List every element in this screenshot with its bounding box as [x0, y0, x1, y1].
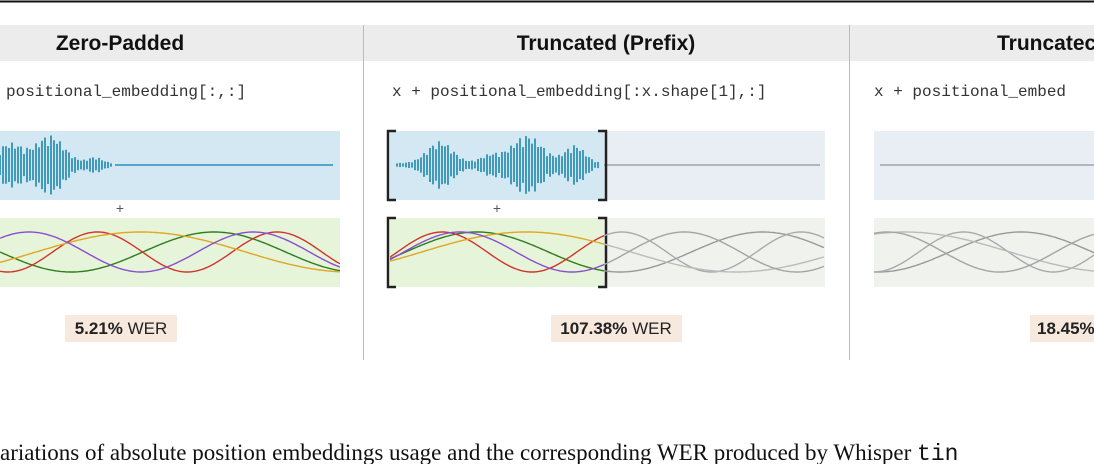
caption-text: ariations of absolute position embedding…	[0, 440, 917, 464]
wer-value: 18.45%	[1037, 319, 1094, 338]
embedding-curve	[0, 231, 340, 273]
embedding-box	[0, 218, 340, 287]
embedding-box	[874, 218, 1094, 287]
embedding-curve	[390, 231, 604, 272]
wer-label: 107.38% WER	[560, 319, 672, 338]
wer-value: 107.38%	[560, 319, 627, 338]
embedding-curve	[604, 231, 825, 273]
waveform	[0, 135, 112, 195]
wer-box	[65, 315, 177, 342]
bracket	[386, 216, 608, 289]
embedding-curve	[0, 231, 340, 273]
plus: +	[116, 200, 124, 216]
code: positional_embedding[:,:]	[6, 83, 246, 101]
wer-unit: WER	[128, 319, 168, 338]
decorations	[0, 135, 1094, 273]
wer-label: 5.21% WER	[75, 319, 168, 338]
caption-code: tin	[917, 441, 958, 464]
embedding-curve	[0, 231, 340, 273]
embedding-box-active	[390, 218, 604, 287]
embedding-curve	[390, 231, 604, 262]
header-bar	[0, 25, 1094, 61]
panel-title: Truncated (Prefix)	[517, 32, 696, 55]
caption: ariations of absolute position embedding…	[0, 440, 958, 464]
panel-title: Truncatec	[997, 32, 1094, 55]
embedding-curve	[874, 231, 1094, 273]
wer-box	[551, 315, 682, 342]
wer-box	[1030, 315, 1094, 342]
embedding-curve	[874, 231, 1094, 272]
wer-value: 5.21%	[75, 319, 123, 338]
panel-title: Zero-Padded	[56, 32, 184, 55]
waveform	[396, 136, 599, 194]
wer-unit: WER	[632, 319, 672, 338]
embedding-curve	[604, 231, 825, 273]
embedding-curve	[874, 231, 1094, 273]
embedding-curve	[390, 231, 604, 273]
audio-box-active	[390, 131, 604, 200]
bracket	[386, 129, 608, 202]
embedding-curve	[0, 231, 340, 273]
embedding-curve	[604, 231, 825, 273]
embedding-curve	[390, 231, 604, 273]
code: x + positional_embed	[874, 83, 1066, 101]
plus: +	[493, 200, 501, 216]
embedding-curve	[604, 243, 825, 273]
code: x + positional_embedding[:x.shape[1],:]	[392, 83, 766, 101]
embedding-curve	[874, 231, 1094, 273]
